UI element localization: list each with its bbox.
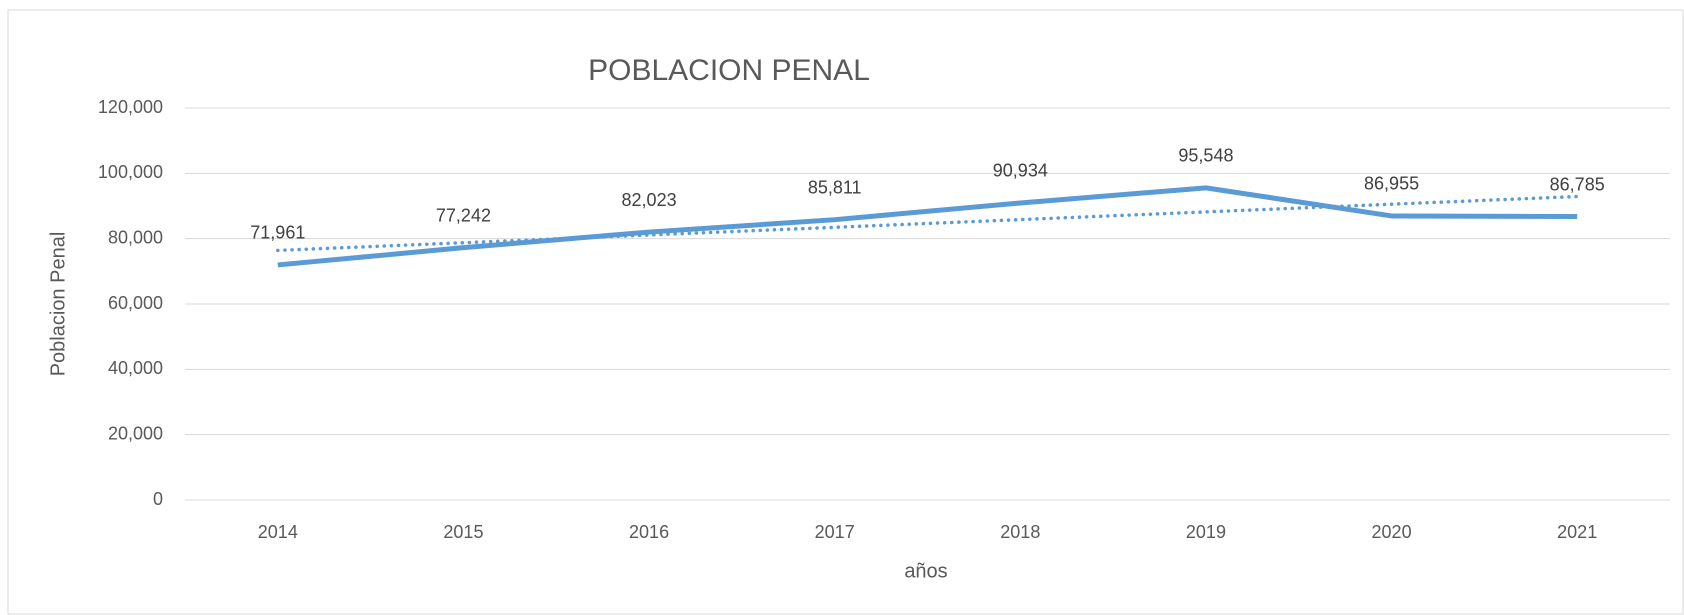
x-tick-label: 2014 [258, 522, 298, 542]
x-tick-label: 2019 [1186, 522, 1226, 542]
data-label: 86,955 [1364, 174, 1419, 194]
x-tick-label: 2016 [629, 522, 669, 542]
data-line [277, 185, 1578, 268]
data-label: 85,811 [808, 177, 862, 197]
x-tick-label: 2021 [1557, 522, 1597, 542]
y-tick-label: 80,000 [108, 227, 163, 247]
data-label: 90,934 [993, 161, 1048, 181]
y-tick-label: 0 [153, 489, 163, 509]
data-label: 71,961 [250, 223, 305, 243]
y-tick-label: 100,000 [98, 162, 163, 182]
chart-frame [7, 9, 1684, 615]
x-axis-label: años [904, 560, 947, 582]
y-axis-label: Poblacion Penal [47, 232, 69, 377]
y-tick-label: 60,000 [108, 293, 163, 313]
chart-title: POBLACION PENAL [588, 54, 870, 87]
x-tick-label: 2020 [1372, 522, 1412, 542]
data-label: 95,548 [1178, 146, 1233, 166]
x-tick-label: 2015 [443, 522, 483, 542]
y-tick-label: 40,000 [108, 358, 163, 378]
x-tick-label: 2018 [1000, 522, 1040, 542]
data-label: 77,242 [436, 205, 491, 225]
data-label: 82,023 [622, 190, 677, 210]
x-tick-label: 2017 [815, 522, 855, 542]
data-label: 86,785 [1550, 174, 1605, 194]
y-tick-label: 20,000 [108, 423, 163, 443]
y-tick-label: 120,000 [98, 97, 163, 117]
